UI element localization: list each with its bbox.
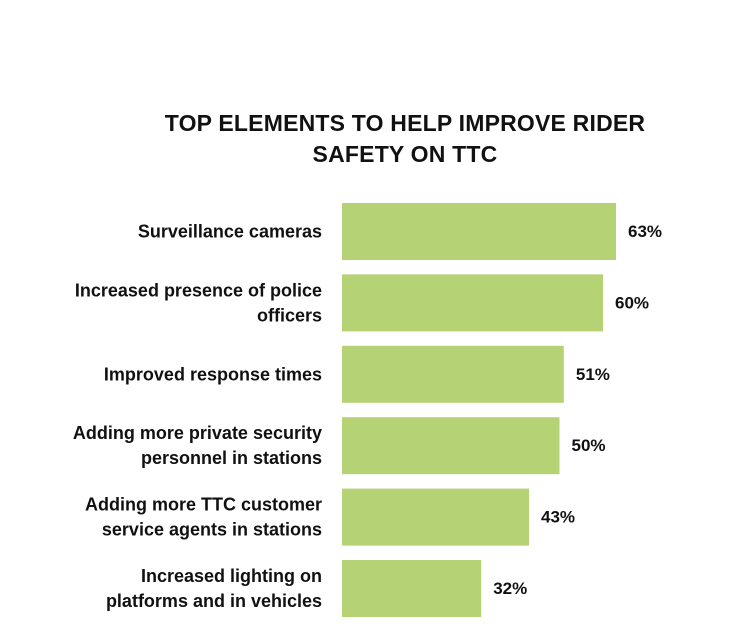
category-label-3-line-1: Improved response times <box>104 364 322 384</box>
value-label-2: 60% <box>615 293 649 312</box>
category-labels-group: Surveillance cameras Increased presence o… <box>73 222 322 612</box>
category-label-4-line-1: Adding more private security <box>73 423 322 443</box>
bars-group <box>342 203 616 617</box>
category-label-6-line-1: Increased lighting on <box>141 566 322 586</box>
value-labels-group: 63% 60% 51% 50% 43% 32% <box>493 222 662 598</box>
value-label-5: 43% <box>541 508 575 527</box>
value-label-3: 51% <box>576 365 610 384</box>
chart-title-line-1: TOP ELEMENTS TO HELP IMPROVE RIDER <box>164 110 646 136</box>
category-label-2-line-1: Increased presence of police <box>75 280 322 300</box>
bar-5 <box>342 488 529 546</box>
category-label-6: Increased lighting on platforms and in ve… <box>106 566 322 611</box>
value-label-1: 63% <box>628 222 662 241</box>
bar-2 <box>342 274 603 332</box>
category-label-5-line-2: service agents in stations <box>102 520 322 540</box>
category-label-2-line-2: officers <box>257 305 322 325</box>
category-label-1: Surveillance cameras <box>138 222 322 242</box>
bar-6 <box>342 560 482 617</box>
category-label-5: Adding more TTC customer service agents i… <box>85 495 322 540</box>
category-label-4: Adding more private security personnel in… <box>73 423 322 468</box>
value-label-4: 50% <box>572 436 606 455</box>
category-label-2: Increased presence of police officers <box>75 280 322 325</box>
bar-1 <box>342 203 616 260</box>
category-label-1-line-1: Surveillance cameras <box>138 222 322 242</box>
category-label-5-line-1: Adding more TTC customer <box>85 495 322 515</box>
chart-title-line-2: SAFETY ON TTC <box>312 141 498 167</box>
bar-3 <box>342 345 564 403</box>
bar-4 <box>342 417 560 475</box>
category-label-3: Improved response times <box>104 364 322 384</box>
category-label-6-line-2: platforms and in vehicles <box>106 591 322 611</box>
value-label-6: 32% <box>493 579 527 598</box>
category-label-4-line-2: personnel in stations <box>141 448 322 468</box>
chart-title: TOP ELEMENTS TO HELP IMPROVE RIDER SAFET… <box>105 108 705 170</box>
